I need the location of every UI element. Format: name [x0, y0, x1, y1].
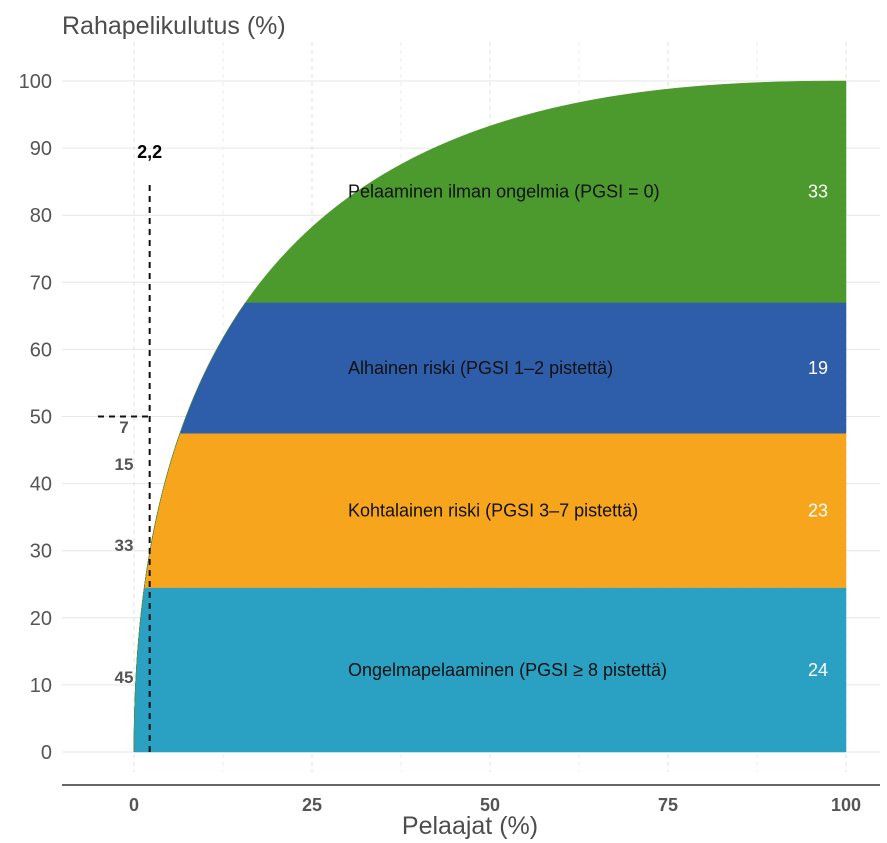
- y-tick-label-6: 60: [30, 339, 52, 361]
- y-tick-label-8: 80: [30, 205, 52, 227]
- band-name-label-1: Kohtalainen riski (PGSI 3–7 pistettä): [348, 500, 638, 520]
- area-bands: [133, 80, 847, 753]
- half-spending-share-label-1: 33: [115, 536, 134, 555]
- x-tick-label-4: 100: [831, 795, 861, 815]
- y-tick-label-2: 20: [30, 608, 52, 630]
- marker-x-value: 2,2: [137, 142, 162, 162]
- band-name-label-3: Pelaaminen ilman ongelmia (PGSI = 0): [348, 182, 660, 202]
- reference-marker: 2,2: [98, 142, 162, 752]
- band-share-label-2: 19: [808, 358, 828, 378]
- half-spending-share-label-0: 45: [115, 668, 134, 687]
- half-spending-share-label-3: 7: [119, 418, 128, 437]
- band-share-label-1: 23: [808, 500, 828, 520]
- y-tick-label-5: 50: [30, 407, 52, 429]
- band-share-label-3: 33: [808, 182, 828, 202]
- band-name-label-0: Ongelmapelaaminen (PGSI ≥ 8 pistettä): [348, 660, 667, 680]
- y-tick-label-0: 0: [41, 742, 52, 764]
- y-tick-label-4: 40: [30, 474, 52, 496]
- y-tick-label-3: 30: [30, 541, 52, 563]
- band-share-label-0: 24: [808, 660, 828, 680]
- band-labels: Ongelmapelaaminen (PGSI ≥ 8 pistettä) 24 4…: [115, 182, 828, 687]
- axes: 0 25 50 75 100 0 10 20 30 40 50 60 70 80 90 100: [19, 71, 880, 815]
- y-tick-label-10: 100: [19, 71, 52, 93]
- x-tick-label-0: 0: [129, 795, 139, 815]
- y-axis-title: Rahapelikulutus (%): [62, 12, 286, 40]
- x-axis-title: Pelaajat (%): [402, 812, 538, 840]
- area-band-3: [133, 80, 847, 753]
- y-tick-label-9: 90: [30, 138, 52, 160]
- x-tick-label-3: 75: [658, 795, 678, 815]
- half-spending-share-label-2: 15: [115, 455, 134, 474]
- y-tick-label-1: 10: [30, 675, 52, 697]
- x-tick-label-2: 50: [480, 795, 500, 815]
- band-name-label-2: Alhainen riski (PGSI 1–2 pistettä): [348, 358, 613, 378]
- y-tick-label-7: 70: [30, 272, 52, 294]
- x-tick-label-1: 25: [302, 795, 322, 815]
